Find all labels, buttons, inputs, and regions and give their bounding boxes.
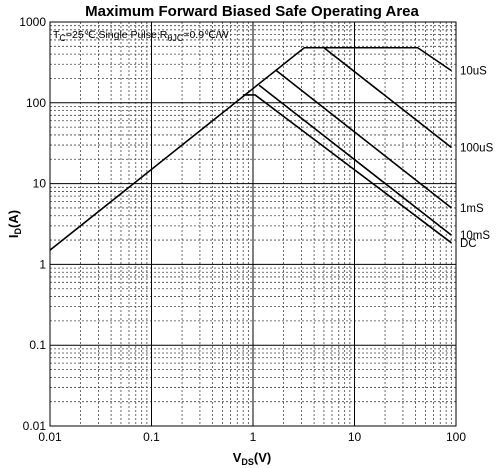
y-tick-label: 0.01 [23,419,47,433]
cond-t-sub: C [59,33,66,43]
x-tick-label: 1 [250,430,257,444]
series-label-10ms: 10mS [460,230,490,242]
y-tick-label: 100 [26,96,46,110]
series-line-1ms [275,70,452,209]
condition-label: TC=25℃;Single Pulse;RθJC=0.9℃/W [53,29,229,43]
minor-grid [50,22,456,426]
x-label-sub: DS [241,457,254,467]
x-label-main: V [233,450,242,465]
cond-t-main: T [53,29,60,41]
series-lines [49,46,452,251]
x-tick-label: 0.01 [38,430,62,444]
series-label-1ms: 1mS [460,203,484,215]
series-line-100us [323,47,452,149]
y-label-unit: (A) [6,210,21,228]
y-label-sub: D [13,227,23,234]
series-label-100us: 100uS [460,142,494,154]
x-tick-label: 0.1 [143,430,160,444]
x-tick-label: 10 [348,430,362,444]
y-axis-label: ID(A) [6,210,23,238]
plot-frame [49,21,457,427]
y-tick-label: 0.1 [29,338,46,352]
x-tick-labels: 0.01 0.1 1 10 100 [38,430,466,444]
series-label-10us: 10uS [460,66,487,78]
y-tick-labels: 0.01 0.1 1 10 100 1000 [19,15,46,433]
chart-title: Maximum Forward Biased Safe Operating Ar… [85,3,419,20]
series-line-10us [49,46,452,251]
x-label-unit: (V) [254,450,271,465]
series-label-dc: DC [460,238,477,250]
major-grid [50,22,456,426]
series-line-dc [243,94,452,244]
x-tick-label: 100 [446,430,466,444]
series-line-10ms [258,84,452,236]
cond-r-sub: θJC [167,33,184,43]
x-axis-label: VDS(V) [233,450,272,467]
y-tick-label: 10 [33,177,47,191]
y-tick-label: 1000 [19,15,46,29]
y-label-main: I [6,234,21,238]
y-tick-label: 1 [39,257,46,271]
cond-t-rest: =25℃;Single Pulse;R [66,29,168,41]
cond-r-rest: =0.9℃/W [183,29,228,41]
